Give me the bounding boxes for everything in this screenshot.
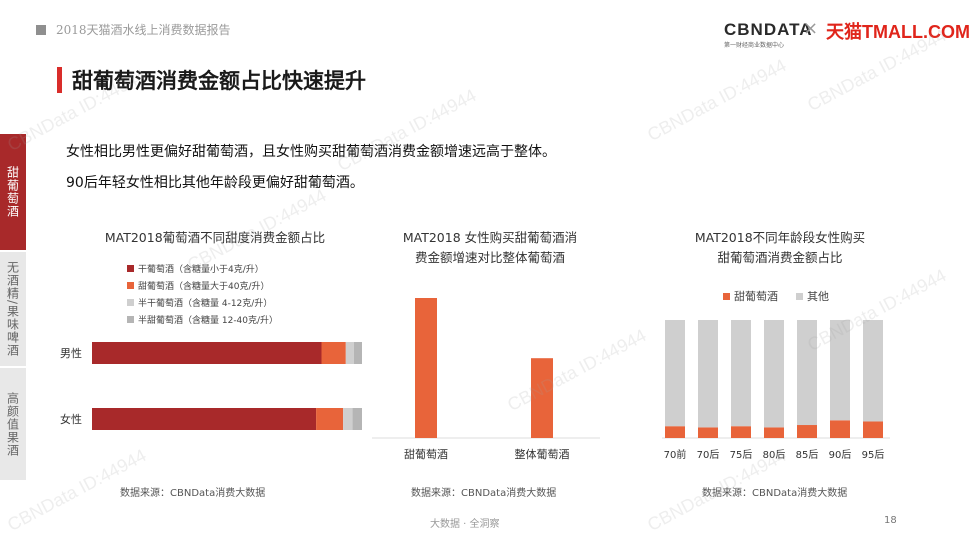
tick-label: 整体葡萄酒 bbox=[515, 447, 570, 461]
bar-segment bbox=[316, 408, 344, 430]
page-title: 甜葡萄酒消费金额占比快速提升 bbox=[72, 69, 366, 93]
header: 2018天猫酒水线上消费数据报告 CBNDATA 第一财经商业数据中心 × 天猫… bbox=[0, 0, 972, 60]
bar-segment bbox=[352, 408, 362, 430]
footer-slogan: 大数据 · 全洞察 bbox=[430, 519, 500, 530]
tick-label: 85后 bbox=[796, 449, 819, 461]
chart2-title: MAT2018 女性购买甜葡萄酒消 费金额增速对比整体葡萄酒 bbox=[380, 228, 600, 268]
tick-label: 80后 bbox=[763, 449, 786, 461]
bar-segment bbox=[731, 426, 751, 438]
side-nav-sweet-wine[interactable]: 甜葡萄酒 bbox=[0, 134, 26, 250]
category-label: 女性 bbox=[60, 412, 82, 426]
bar-segment bbox=[345, 342, 354, 364]
chart2-source: 数据来源：CBNData消费大数据 bbox=[411, 488, 557, 499]
tmall-logo: 天猫TMALL.COM bbox=[826, 22, 970, 42]
bar-segment bbox=[764, 320, 784, 428]
title-accent-bar bbox=[57, 67, 62, 93]
chart1-legend-item: 甜葡萄酒（含糖量大于40克/升） bbox=[127, 279, 270, 292]
legend-label: 半干葡萄酒（含糖量 4-12克/升） bbox=[138, 299, 273, 309]
tick-label: 75后 bbox=[730, 449, 753, 461]
bar bbox=[531, 358, 553, 438]
logo-separator: × bbox=[803, 18, 819, 39]
intro-line-1: 女性相比男性更偏好甜葡萄酒，且女性购买甜葡萄酒消费金额增速远高于整体。 bbox=[66, 144, 556, 160]
chart2-title-line-1: MAT2018 女性购买甜葡萄酒消 bbox=[402, 230, 578, 245]
legend-label: 甜葡萄酒（含糖量大于40克/升） bbox=[138, 282, 270, 292]
chart3-legend-item: 其他 bbox=[796, 288, 829, 304]
bar-segment bbox=[698, 320, 718, 428]
legend-swatch bbox=[127, 316, 134, 323]
bar-segment bbox=[764, 427, 784, 438]
bar-segment bbox=[830, 320, 850, 421]
tick-label: 95后 bbox=[862, 449, 885, 461]
bar-segment bbox=[321, 342, 346, 364]
cbndata-logo: CBNDATA bbox=[724, 20, 813, 39]
legend-swatch bbox=[796, 292, 803, 300]
bar-segment bbox=[863, 421, 883, 438]
bar-segment bbox=[731, 320, 751, 427]
legend-label: 甜葡萄酒 bbox=[734, 290, 778, 303]
chart3-legend-item: 甜葡萄酒 bbox=[723, 288, 778, 304]
tick-label: 90后 bbox=[829, 449, 852, 461]
tick-label: 甜葡萄酒 bbox=[404, 448, 448, 461]
legend-label: 半甜葡萄酒（含糖量 12-40克/升） bbox=[138, 316, 279, 326]
side-nav-non-alcoholic-beer[interactable]: 无酒精/果味啤酒 bbox=[0, 252, 26, 366]
legend-label: 干葡萄酒（含糖量小于4克/升） bbox=[138, 265, 264, 275]
header-square-icon bbox=[36, 25, 46, 35]
legend-swatch bbox=[127, 299, 134, 306]
tick-label: 70前 bbox=[664, 448, 687, 461]
side-nav-fruit-wine[interactable]: 高颜值果酒 bbox=[0, 368, 26, 480]
chart1-legend-item: 半干葡萄酒（含糖量 4-12克/升） bbox=[127, 296, 272, 309]
bar-segment bbox=[343, 408, 353, 430]
bar-segment bbox=[353, 342, 362, 364]
report-title: 2018天猫酒水线上消费数据报告 bbox=[56, 23, 231, 37]
bar-segment bbox=[92, 342, 322, 364]
legend-swatch bbox=[127, 265, 134, 272]
chart1-title: MAT2018葡萄酒不同甜度消费金额占比 bbox=[104, 230, 326, 245]
chart3-source: 数据来源：CBNData消费大数据 bbox=[702, 488, 848, 499]
bar-segment bbox=[797, 320, 817, 426]
chart3-title-line-1: MAT2018不同年龄段女性购买 bbox=[694, 230, 866, 245]
bar bbox=[415, 298, 437, 438]
chart1-legend-item: 半甜葡萄酒（含糖量 12-40克/升） bbox=[127, 313, 278, 326]
chart1-legend-item: 干葡萄酒（含糖量小于4克/升） bbox=[127, 262, 264, 275]
bar-segment bbox=[665, 426, 685, 438]
bar-segment bbox=[863, 320, 883, 422]
legend-swatch bbox=[723, 292, 730, 300]
chart3-title-line-2: 甜葡萄酒消费金额占比 bbox=[717, 250, 843, 265]
tick-label: 70后 bbox=[697, 449, 720, 461]
bar-segment bbox=[698, 427, 718, 438]
chart1-source: 数据来源：CBNData消费大数据 bbox=[120, 488, 266, 499]
bar-segment bbox=[797, 425, 817, 438]
bar-segment bbox=[92, 408, 317, 430]
intro-line-2: 90后年轻女性相比其他年龄段更偏好甜葡萄酒。 bbox=[66, 175, 364, 191]
chart3-title: MAT2018不同年龄段女性购买 甜葡萄酒消费金额占比 bbox=[660, 228, 900, 268]
category-label: 男性 bbox=[60, 346, 82, 360]
legend-swatch bbox=[127, 282, 134, 289]
bar-segment bbox=[665, 320, 685, 427]
legend-label: 其他 bbox=[807, 290, 829, 303]
chart2-title-line-2: 费金额增速对比整体葡萄酒 bbox=[414, 250, 565, 265]
page-number: 18 bbox=[884, 515, 897, 526]
bar-segment bbox=[830, 420, 850, 438]
cbndata-logo-subtitle: 第一财经商业数据中心 bbox=[724, 42, 785, 49]
